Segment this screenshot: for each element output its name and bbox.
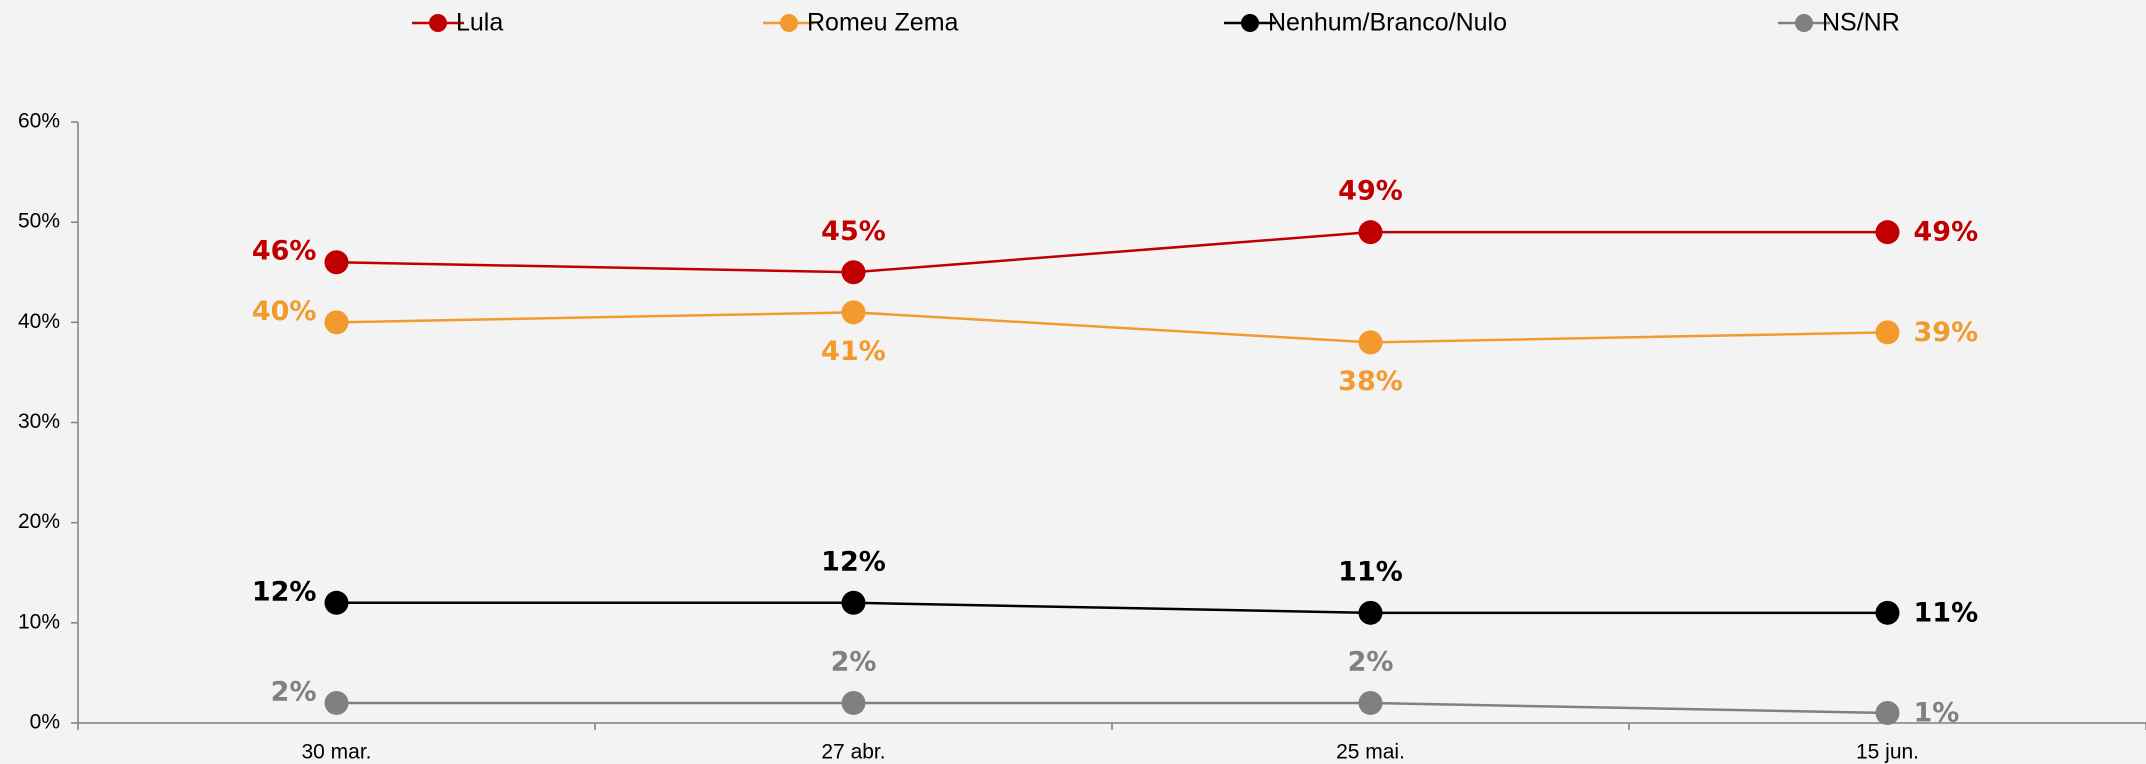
data-point [841,690,866,715]
legend-marker [429,14,447,32]
data-point [324,310,349,335]
x-tick-label: 27 abr. [821,741,885,764]
data-point [841,260,866,285]
data-point [1358,600,1383,625]
data-point [1358,330,1383,355]
data-label: 49% [1338,176,1403,207]
y-tick-label: 40% [18,310,60,333]
y-tick-label: 60% [18,110,60,133]
series-line [336,701,1888,715]
legend-label: Lula [456,9,503,37]
data-point [1875,320,1900,345]
data-label: 11% [1914,597,1979,628]
data-point [1875,600,1900,625]
series-line [336,230,1888,274]
legend-label: Nenhum/Branco/Nulo [1268,9,1507,37]
data-label: 12% [821,546,886,577]
data-point [324,590,349,615]
data-label: 12% [252,576,317,607]
data-point [1875,220,1900,245]
data-point [324,690,349,715]
data-label: 49% [1914,217,1979,248]
data-point [1875,700,1900,725]
data-point [1358,220,1383,245]
data-point [324,250,349,275]
data-label: 45% [821,216,886,247]
legend-label: Romeu Zema [807,9,959,37]
data-label: 38% [1338,366,1403,397]
data-point [841,590,866,615]
data-label: 2% [1348,646,1394,677]
series-line [336,601,1888,615]
data-label: 46% [252,236,317,267]
data-label: 39% [1914,317,1979,348]
data-label: 2% [831,646,877,677]
legend-marker [1241,14,1259,32]
x-tick-label: 25 mai. [1336,741,1405,764]
y-tick-label: 30% [18,410,60,433]
y-tick-label: 0% [30,711,60,734]
data-label: 41% [821,336,886,367]
y-tick-label: 20% [18,510,60,533]
data-label: 11% [1338,556,1403,587]
data-label: 2% [271,676,317,707]
x-tick-label: 30 mar. [301,741,371,764]
legend-marker [1795,14,1813,32]
legend-marker [780,14,798,32]
data-label: 40% [252,296,317,327]
data-point [1358,690,1383,715]
x-tick-label: 15 jun. [1856,741,1919,764]
series-line [336,311,1888,344]
data-label: 1% [1914,697,1960,728]
data-point [841,300,866,325]
legend-label: NS/NR [1822,9,1900,37]
y-tick-label: 50% [18,210,60,233]
y-tick-label: 10% [18,610,60,633]
